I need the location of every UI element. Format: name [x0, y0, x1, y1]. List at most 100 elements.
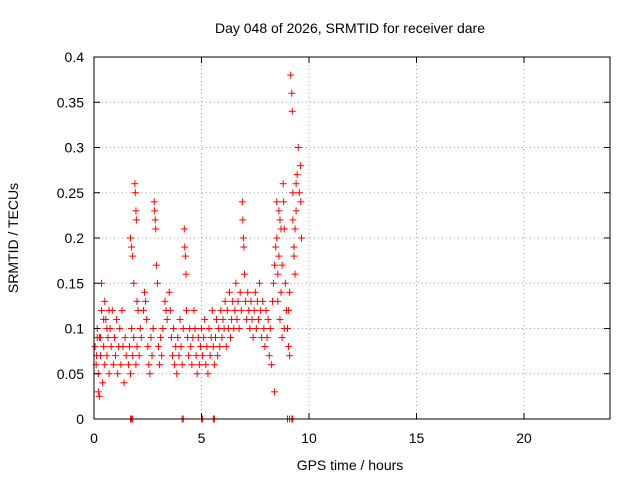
- data-point: [277, 225, 285, 233]
- data-point: [237, 306, 245, 314]
- data-point: [120, 379, 128, 387]
- data-point: [291, 270, 299, 278]
- data-point: [94, 388, 102, 396]
- data-point: [295, 189, 303, 197]
- data-point: [141, 288, 149, 296]
- data-point: [216, 343, 224, 351]
- data-point: [211, 334, 219, 342]
- data-point: [238, 198, 246, 206]
- data-point: [95, 392, 103, 400]
- data-point: [103, 325, 111, 332]
- y-tick-label: 0.2: [65, 230, 85, 246]
- data-point: [263, 334, 271, 342]
- data-point: [161, 297, 169, 305]
- data-point: [234, 297, 242, 305]
- data-point: [261, 343, 269, 351]
- data-point: [285, 343, 293, 351]
- data-point: [98, 306, 106, 314]
- data-point: [170, 325, 178, 332]
- data-point: [289, 189, 297, 197]
- data-point: [156, 361, 164, 369]
- y-tick-label: 0.05: [57, 366, 84, 382]
- data-point: [289, 216, 297, 224]
- data-point: [105, 370, 113, 378]
- data-point: [101, 297, 109, 305]
- data-point: [122, 352, 130, 360]
- data-point: [93, 334, 101, 342]
- data-point: [147, 334, 155, 342]
- data-point: [256, 279, 264, 287]
- data-point: [105, 306, 113, 314]
- data-point: [104, 334, 112, 342]
- data-point: [190, 306, 198, 314]
- data-point: [271, 261, 279, 269]
- data-point: [281, 279, 289, 287]
- data-point: [159, 325, 167, 332]
- x-tick-label: 5: [198, 430, 206, 446]
- data-point: [193, 370, 201, 378]
- data-point: [225, 288, 233, 296]
- data-point: [288, 107, 296, 115]
- data-point: [157, 334, 165, 342]
- data-point: [182, 306, 190, 314]
- data-point: [182, 270, 190, 278]
- data-point: [107, 343, 115, 351]
- data-point: [221, 297, 229, 305]
- data-point: [187, 343, 195, 351]
- data-point: [279, 180, 287, 188]
- data-point: [175, 352, 183, 360]
- data-point: [267, 361, 275, 369]
- data-point: [153, 279, 161, 287]
- data-point: [165, 288, 173, 296]
- data-point: [127, 370, 135, 378]
- data-point: [148, 352, 156, 360]
- data-point: [246, 325, 254, 332]
- data-point: [135, 352, 143, 360]
- data-point: [264, 315, 272, 323]
- data-point: [270, 279, 278, 287]
- data-point: [293, 171, 301, 179]
- data-point: [173, 370, 181, 378]
- data-point: [151, 207, 159, 215]
- data-point: [195, 361, 203, 369]
- data-point: [265, 352, 273, 360]
- data-point: [128, 325, 136, 332]
- data-point: [280, 325, 288, 332]
- data-point: [239, 234, 247, 242]
- data-point: [151, 216, 159, 224]
- y-tick-label: 0.35: [57, 94, 84, 110]
- data-point: [132, 361, 140, 369]
- y-tick-label: 0.3: [65, 140, 85, 156]
- data-point: [227, 334, 235, 342]
- data-point: [271, 388, 279, 396]
- data-point: [178, 361, 186, 369]
- data-point: [297, 198, 305, 206]
- data-point: [110, 334, 118, 342]
- data-point: [210, 361, 218, 369]
- data-point: [166, 306, 174, 314]
- data-point: [188, 361, 196, 369]
- data-point: [132, 216, 140, 224]
- data-point: [288, 89, 296, 97]
- data-point: [218, 334, 226, 342]
- data-point: [179, 325, 187, 332]
- data-point: [252, 325, 260, 332]
- data-point: [297, 234, 305, 242]
- data-point: [286, 352, 294, 360]
- data-point: [103, 352, 111, 360]
- data-point: [200, 334, 208, 342]
- data-point: [204, 370, 212, 378]
- data-point: [276, 216, 284, 224]
- data-point: [131, 180, 139, 188]
- y-tick-label: 0.4: [65, 49, 85, 65]
- data-point: [254, 315, 262, 323]
- data-point: [119, 343, 127, 351]
- data-point: [113, 315, 121, 323]
- x-tick-label: 20: [516, 430, 532, 446]
- data-point: [167, 334, 175, 342]
- data-point: [163, 315, 171, 323]
- data-point: [202, 361, 210, 369]
- data-point: [294, 144, 302, 151]
- data-point: [149, 325, 157, 332]
- data-point: [127, 234, 135, 242]
